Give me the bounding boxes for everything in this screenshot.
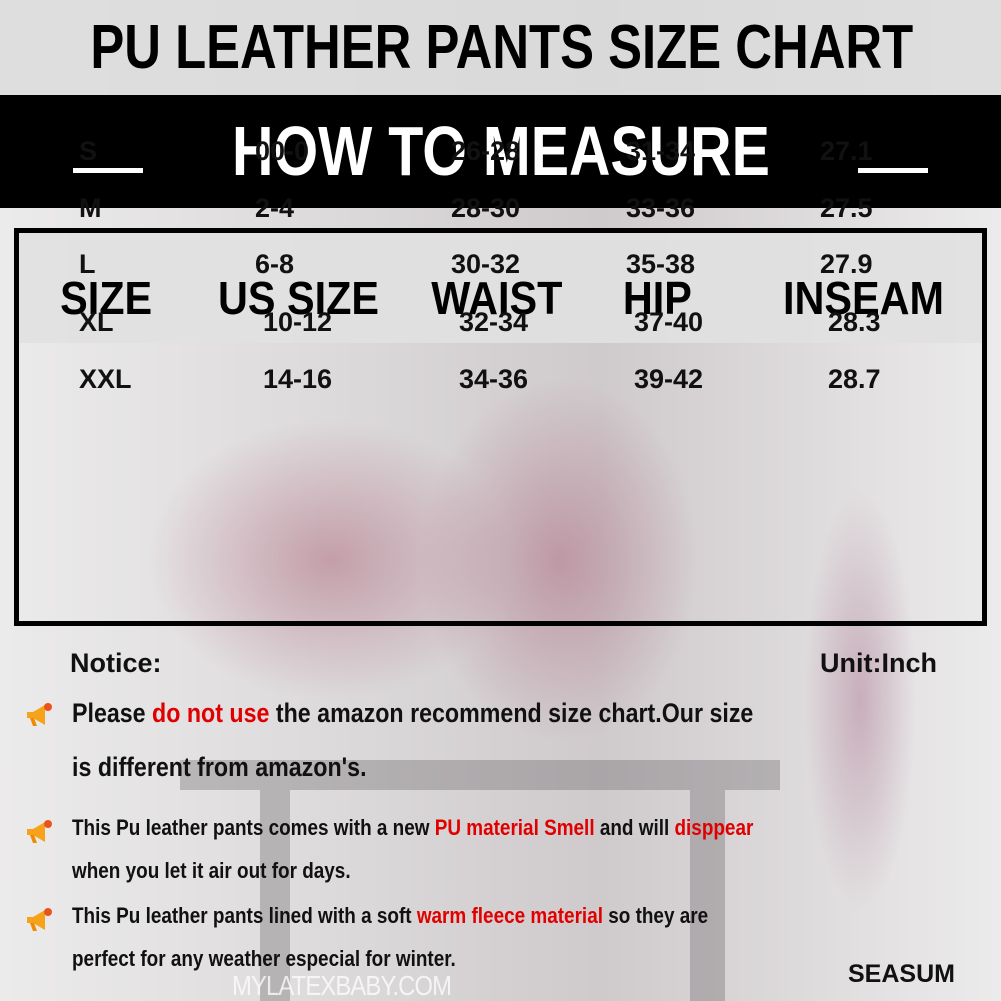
megaphone-icon <box>24 907 54 933</box>
table-cell: 33-36 <box>626 193 696 223</box>
table-cell: XL <box>79 307 114 337</box>
table-row: L 6-8 30-32 35-38 27.9 <box>19 245 982 301</box>
dash <box>72 168 143 174</box>
note-line: is different from amazon's. <box>72 752 367 782</box>
page-title: PU LEATHER PANTS SIZE CHART <box>90 13 914 82</box>
highlight-text: disppear <box>674 815 754 840</box>
table-cell: 00-0 <box>255 136 310 166</box>
table-cell: 28.3 <box>828 307 881 337</box>
chair-leg <box>260 790 290 1001</box>
table-row: S 00-0 26-28 31-34 27.1 <box>19 132 982 188</box>
notice-label: Notice: <box>70 648 162 678</box>
note-line: This Pu leather pants lined with a soft … <box>72 903 708 928</box>
table-cell: XXL <box>79 364 132 394</box>
note-line: perfect for any weather especial for win… <box>72 946 456 971</box>
highlight-text: do not use <box>152 698 270 728</box>
dash <box>858 168 929 174</box>
highlight-text: PU material Smell <box>434 815 595 840</box>
table-cell: 30-32 <box>451 249 521 279</box>
table-cell: 37-40 <box>634 307 704 337</box>
chair-leg <box>690 790 725 1001</box>
header-inseam: INSEAM <box>782 272 944 324</box>
table-cell: 27.9 <box>820 249 873 279</box>
note-text: This Pu leather pants comes with a new <box>72 815 435 840</box>
note-line: This Pu leather pants comes with a new P… <box>72 815 753 840</box>
chair-seat <box>180 760 780 790</box>
megaphone-icon <box>24 819 54 845</box>
table-cell: 27.5 <box>820 193 873 223</box>
table-cell: 39-42 <box>634 364 704 394</box>
table-cell: 10-12 <box>263 307 333 337</box>
note-line: Please do not use the amazon recommend s… <box>72 698 753 729</box>
table-cell: 28-30 <box>451 193 521 223</box>
table-cell: 14-16 <box>263 364 333 394</box>
note-text: Please <box>72 698 153 728</box>
size-table: SIZE US SIZE WAIST HIP INSEAM S 00-0 26-28… <box>14 136 987 626</box>
note-text: so they are <box>602 903 709 928</box>
table-cell: S <box>79 136 98 166</box>
table-cell: 31-34 <box>626 136 696 166</box>
brand: SEASUM <box>848 960 955 988</box>
table-cell: 6-8 <box>255 249 295 279</box>
note-text: the amazon recommend size chart.Our size <box>269 698 754 728</box>
table-cell: 26-28 <box>451 136 521 166</box>
table-cell: L <box>79 249 96 279</box>
watermark: MYLATEXBABY.COM <box>232 970 452 1001</box>
table-cell: 28.7 <box>828 364 881 394</box>
highlight-text: warm fleece material <box>416 903 603 928</box>
note-text: This Pu leather pants lined with a soft <box>72 903 417 928</box>
note-line: when you let it air out for days. <box>72 858 351 883</box>
table-cell: 35-38 <box>626 249 696 279</box>
unit-label: Unit:Inch <box>820 648 937 678</box>
header-hip: HIP <box>622 272 692 324</box>
subtitle-band: HOW TO MEASURE <box>0 95 1001 208</box>
table-row: XL 10-12 32-34 37-40 28.3 <box>19 303 982 359</box>
subtitle: HOW TO MEASURE <box>231 112 770 190</box>
table-cell: 34-36 <box>459 364 529 394</box>
table-cell: 32-34 <box>459 307 529 337</box>
table-cell: 2-4 <box>255 193 295 223</box>
table-header: SIZE US SIZE WAIST HIP INSEAM <box>19 233 982 343</box>
table-cell: M <box>79 193 102 223</box>
table-cell: 27.1 <box>820 136 873 166</box>
table-row: M 2-4 28-30 33-36 27.5 <box>19 189 982 245</box>
header: PU LEATHER PANTS SIZE CHART <box>0 0 1001 95</box>
megaphone-icon <box>24 702 54 728</box>
header-size: SIZE <box>60 272 153 324</box>
table-row: XXL 14-16 34-36 39-42 28.7 <box>19 360 982 416</box>
note-text: and will <box>594 815 675 840</box>
header-us-size: US SIZE <box>217 272 379 324</box>
header-waist: WAIST <box>431 272 563 324</box>
